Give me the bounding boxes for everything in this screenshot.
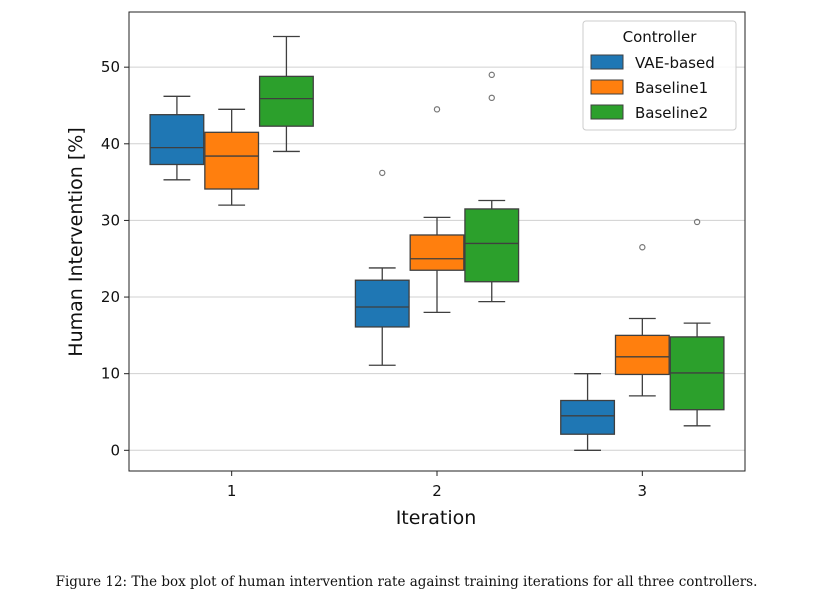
outlier-point-0	[379, 169, 386, 177]
legend-label: Baseline1	[635, 79, 708, 97]
iqr-box	[464, 208, 520, 283]
iqr-box	[204, 131, 260, 190]
legend-title: Controller	[623, 28, 698, 46]
axes: 0 10 20 30 40 50 1 2 3	[101, 58, 647, 500]
iqr-box	[354, 279, 410, 328]
y-tick-label-50: 50	[101, 58, 120, 76]
outlier-point-0	[639, 244, 646, 251]
box-Baseline1-iter-3	[614, 244, 670, 397]
iqr-box	[409, 234, 465, 271]
box-Baseline1-iter-1	[204, 108, 260, 206]
y-tick-label-0: 0	[110, 441, 120, 459]
box-VAE-based-iter-3	[560, 373, 616, 451]
outlier-point-0	[488, 94, 495, 102]
outlier-point-0	[693, 218, 701, 226]
box-VAE-based-iter-1	[149, 95, 205, 181]
legend-label: Baseline2	[635, 104, 708, 122]
y-axis-label: Human Intervention [%]	[65, 127, 87, 356]
outlier-point-1	[488, 71, 495, 79]
x-axis-label: Iteration	[396, 507, 477, 529]
legend-entry-Baseline2: Baseline2	[590, 104, 708, 122]
box-Baseline2-iter-1	[258, 35, 314, 153]
legend-frame	[582, 20, 737, 131]
y-tick-label-30: 30	[101, 211, 120, 229]
box-VAE-based-iter-2	[354, 169, 410, 366]
figure-caption: Figure 12: The box plot of human interve…	[55, 574, 758, 590]
iqr-box	[149, 114, 205, 166]
box-plot-chart: 0 10 20 30 40 50 1 2 3 Iteration Human Intervent…	[65, 11, 746, 529]
legend-swatch	[590, 79, 624, 95]
y-tick-label-10: 10	[101, 365, 120, 383]
legend-swatch	[590, 104, 624, 120]
outlier-point-0	[433, 106, 441, 113]
iqr-box	[560, 399, 616, 435]
legend-swatch	[590, 54, 624, 70]
legend-entry-VAE-based: VAE-based	[590, 54, 715, 72]
box-Baseline2-iter-2	[464, 71, 520, 303]
legend-entry-Baseline1: Baseline1	[590, 79, 708, 97]
y-tick-label-40: 40	[101, 135, 120, 153]
y-tick-label-20: 20	[101, 288, 120, 306]
box-Baseline1-iter-2	[409, 106, 465, 314]
box-layer	[149, 35, 725, 451]
legend-label: VAE-based	[635, 54, 715, 72]
box-Baseline2-iter-3	[669, 218, 725, 427]
x-tick-label-3: 3	[638, 482, 648, 500]
legend: Controller VAE-based Baseline1 Baseline2	[582, 20, 737, 131]
x-tick-label-2: 2	[432, 482, 442, 500]
iqr-box	[258, 75, 314, 127]
x-tick-label-1: 1	[227, 482, 237, 500]
iqr-box	[614, 334, 670, 376]
